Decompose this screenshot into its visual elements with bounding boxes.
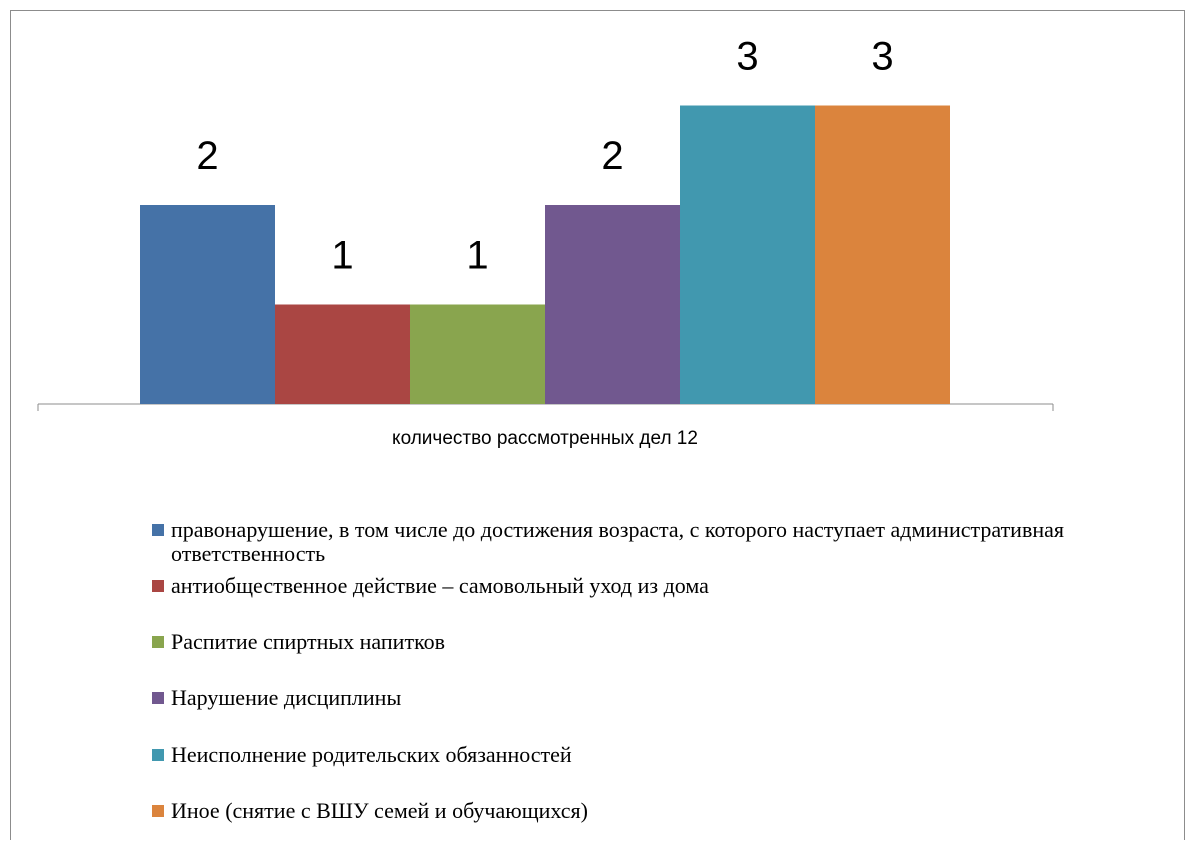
bar-value-label: 2 [196,134,218,178]
bar [140,205,275,404]
bar [545,205,680,404]
legend-label: Иное (снятие с ВШУ семей и обучающихся) [171,799,1152,823]
legend-item: Иное (снятие с ВШУ семей и обучающихся) [152,799,1152,823]
legend-item: Распитие спиртных напитков [152,630,1152,654]
legend-item: Нарушение дисциплины [152,686,1152,710]
legend-label: Распитие спиртных напитков [171,630,1152,654]
legend-item: Неисполнение родительских обязанностей [152,743,1152,767]
legend-swatch [152,805,164,817]
legend-item: правонарушение, в том числе до достижени… [152,518,1152,566]
bar [680,106,815,405]
legend-swatch [152,580,164,592]
legend-label: Нарушение дисциплины [171,686,1152,710]
legend-label: антиобщественное действие – самовольный … [171,574,1152,598]
legend-label: правонарушение, в том числе до достижени… [171,518,1152,566]
bar-value-label: 1 [466,234,488,278]
legend-swatch [152,692,164,704]
bar-value-label: 3 [871,35,893,79]
legend-swatch [152,749,164,761]
bar [275,305,410,405]
bar-value-label: 1 [331,234,353,278]
legend-label: Неисполнение родительских обязанностей [171,743,1152,767]
legend-swatch [152,524,164,536]
category-label: количество рассмотренных дел 12 [0,428,1090,450]
bar-value-label: 2 [601,134,623,178]
bar [815,106,950,405]
bar [410,305,545,405]
legend-item: антиобщественное действие – самовольный … [152,574,1152,598]
bar-value-label: 3 [736,35,758,79]
legend-swatch [152,636,164,648]
